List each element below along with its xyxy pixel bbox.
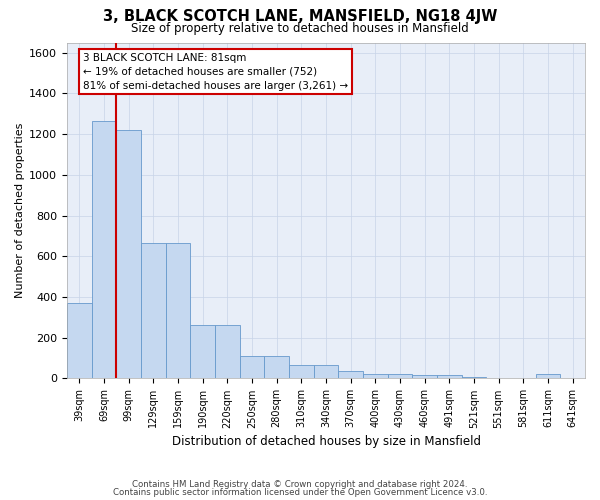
Text: Contains public sector information licensed under the Open Government Licence v3: Contains public sector information licen… bbox=[113, 488, 487, 497]
Bar bbox=[166, 243, 190, 378]
Bar bbox=[314, 365, 338, 378]
Text: 3, BLACK SCOTCH LANE, MANSFIELD, NG18 4JW: 3, BLACK SCOTCH LANE, MANSFIELD, NG18 4J… bbox=[103, 8, 497, 24]
Bar bbox=[363, 374, 388, 378]
Bar bbox=[388, 374, 412, 378]
Bar bbox=[239, 356, 265, 378]
X-axis label: Distribution of detached houses by size in Mansfield: Distribution of detached houses by size … bbox=[172, 434, 481, 448]
Bar bbox=[67, 303, 92, 378]
Text: 3 BLACK SCOTCH LANE: 81sqm
← 19% of detached houses are smaller (752)
81% of sem: 3 BLACK SCOTCH LANE: 81sqm ← 19% of deta… bbox=[83, 52, 348, 90]
Bar bbox=[412, 376, 437, 378]
Text: Size of property relative to detached houses in Mansfield: Size of property relative to detached ho… bbox=[131, 22, 469, 35]
Bar bbox=[289, 365, 314, 378]
Bar bbox=[338, 372, 363, 378]
Bar bbox=[437, 376, 461, 378]
Bar bbox=[141, 243, 166, 378]
Bar bbox=[116, 130, 141, 378]
Y-axis label: Number of detached properties: Number of detached properties bbox=[15, 123, 25, 298]
Bar bbox=[92, 121, 116, 378]
Bar bbox=[265, 356, 289, 378]
Bar bbox=[536, 374, 560, 378]
Bar bbox=[215, 324, 239, 378]
Text: Contains HM Land Registry data © Crown copyright and database right 2024.: Contains HM Land Registry data © Crown c… bbox=[132, 480, 468, 489]
Bar bbox=[190, 324, 215, 378]
